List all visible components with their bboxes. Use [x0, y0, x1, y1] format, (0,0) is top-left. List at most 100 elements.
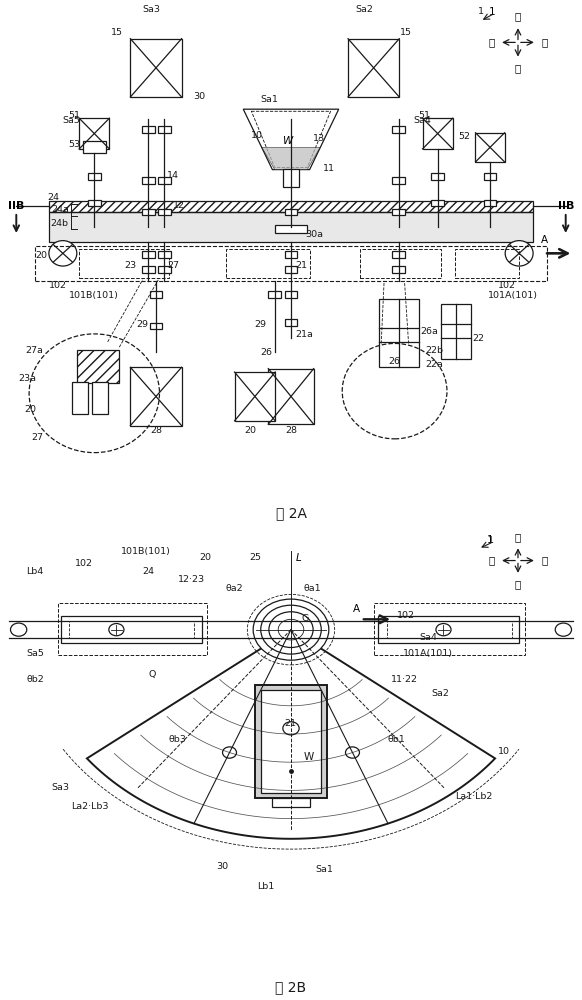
- Text: 20: 20: [24, 405, 36, 414]
- Circle shape: [109, 624, 124, 636]
- FancyBboxPatch shape: [88, 173, 101, 180]
- Text: Sa3: Sa3: [51, 783, 69, 792]
- Text: 24: 24: [143, 567, 155, 576]
- Circle shape: [505, 241, 533, 266]
- Text: 102: 102: [74, 559, 93, 568]
- FancyBboxPatch shape: [392, 251, 405, 258]
- Text: 53: 53: [68, 140, 80, 149]
- FancyBboxPatch shape: [275, 225, 307, 233]
- FancyBboxPatch shape: [92, 382, 108, 414]
- Text: 26: 26: [260, 348, 272, 357]
- Text: 12·23: 12·23: [178, 575, 205, 584]
- Polygon shape: [130, 367, 182, 426]
- Text: 27: 27: [168, 260, 180, 269]
- Text: W: W: [283, 136, 293, 146]
- Text: 51: 51: [418, 111, 430, 120]
- Text: 30: 30: [193, 92, 205, 101]
- FancyBboxPatch shape: [431, 200, 444, 206]
- Text: 27a: 27a: [26, 346, 44, 355]
- FancyBboxPatch shape: [158, 209, 171, 215]
- Polygon shape: [130, 39, 182, 97]
- Text: IIB: IIB: [558, 201, 574, 211]
- Text: 右: 右: [541, 37, 548, 47]
- FancyBboxPatch shape: [431, 173, 444, 180]
- FancyBboxPatch shape: [158, 251, 171, 258]
- FancyBboxPatch shape: [88, 200, 101, 206]
- FancyBboxPatch shape: [61, 616, 202, 643]
- Text: 1: 1: [488, 7, 495, 17]
- Text: 上: 上: [515, 11, 521, 21]
- Text: 52: 52: [458, 132, 470, 141]
- FancyBboxPatch shape: [272, 798, 310, 807]
- Text: 29: 29: [136, 320, 148, 329]
- Text: Q: Q: [148, 670, 156, 679]
- Text: 29: 29: [254, 320, 267, 329]
- Text: 图 2A: 图 2A: [275, 506, 307, 520]
- FancyBboxPatch shape: [285, 291, 297, 298]
- Text: 11: 11: [323, 164, 335, 173]
- Polygon shape: [243, 109, 339, 170]
- Circle shape: [346, 747, 360, 758]
- Text: 左: 左: [488, 556, 495, 566]
- Text: 前: 前: [515, 579, 521, 589]
- Text: 27: 27: [31, 433, 44, 442]
- FancyBboxPatch shape: [142, 266, 155, 273]
- FancyBboxPatch shape: [392, 126, 405, 133]
- Text: 后: 后: [515, 532, 521, 542]
- Text: Sa1: Sa1: [261, 95, 279, 104]
- Circle shape: [49, 241, 77, 266]
- Polygon shape: [79, 118, 109, 149]
- Text: 101A(101): 101A(101): [488, 291, 538, 300]
- Text: θb3: θb3: [168, 735, 186, 744]
- Circle shape: [555, 623, 572, 636]
- Polygon shape: [268, 369, 314, 424]
- Text: 30a: 30a: [306, 230, 324, 239]
- Text: 15: 15: [400, 28, 413, 37]
- Text: Sa5: Sa5: [63, 116, 81, 125]
- Text: 10: 10: [498, 747, 510, 756]
- Text: 101B(101): 101B(101): [69, 291, 119, 300]
- Text: 26: 26: [388, 357, 400, 366]
- Circle shape: [10, 623, 27, 636]
- FancyBboxPatch shape: [285, 266, 297, 273]
- Text: La2·Lb3: La2·Lb3: [71, 802, 108, 811]
- Text: 11·22: 11·22: [391, 675, 418, 684]
- Text: 右: 右: [541, 556, 548, 566]
- Text: θa2: θa2: [226, 584, 243, 593]
- Text: Sa5: Sa5: [26, 649, 44, 658]
- FancyBboxPatch shape: [378, 616, 519, 643]
- Polygon shape: [475, 133, 505, 162]
- FancyBboxPatch shape: [158, 177, 171, 184]
- Text: 10: 10: [251, 131, 263, 140]
- Text: Sa4: Sa4: [413, 116, 431, 125]
- Text: 24b: 24b: [51, 219, 69, 228]
- Circle shape: [283, 722, 299, 735]
- Polygon shape: [87, 630, 495, 839]
- Polygon shape: [251, 111, 331, 167]
- FancyBboxPatch shape: [142, 251, 155, 258]
- Text: 22b: 22b: [425, 346, 443, 355]
- Text: 102: 102: [49, 281, 67, 290]
- FancyBboxPatch shape: [285, 319, 297, 326]
- Text: 26a: 26a: [420, 327, 438, 336]
- Text: 20: 20: [244, 426, 256, 435]
- Text: 20: 20: [199, 553, 211, 562]
- Text: 21: 21: [296, 260, 308, 269]
- Text: Sa3: Sa3: [143, 5, 161, 14]
- Text: 102: 102: [397, 611, 415, 620]
- Text: 23: 23: [125, 260, 137, 269]
- FancyBboxPatch shape: [142, 177, 155, 184]
- FancyBboxPatch shape: [285, 209, 297, 215]
- Text: 28: 28: [150, 426, 162, 435]
- Text: La1·Lb2: La1·Lb2: [455, 792, 492, 801]
- Text: 28: 28: [285, 426, 297, 435]
- Text: Sa2: Sa2: [355, 5, 373, 14]
- Text: 51: 51: [68, 111, 80, 120]
- Circle shape: [253, 599, 329, 660]
- FancyBboxPatch shape: [285, 126, 297, 133]
- Text: A: A: [353, 604, 360, 614]
- Text: 下: 下: [515, 64, 521, 74]
- FancyBboxPatch shape: [379, 299, 419, 367]
- FancyBboxPatch shape: [158, 126, 171, 133]
- Text: 13: 13: [313, 134, 325, 143]
